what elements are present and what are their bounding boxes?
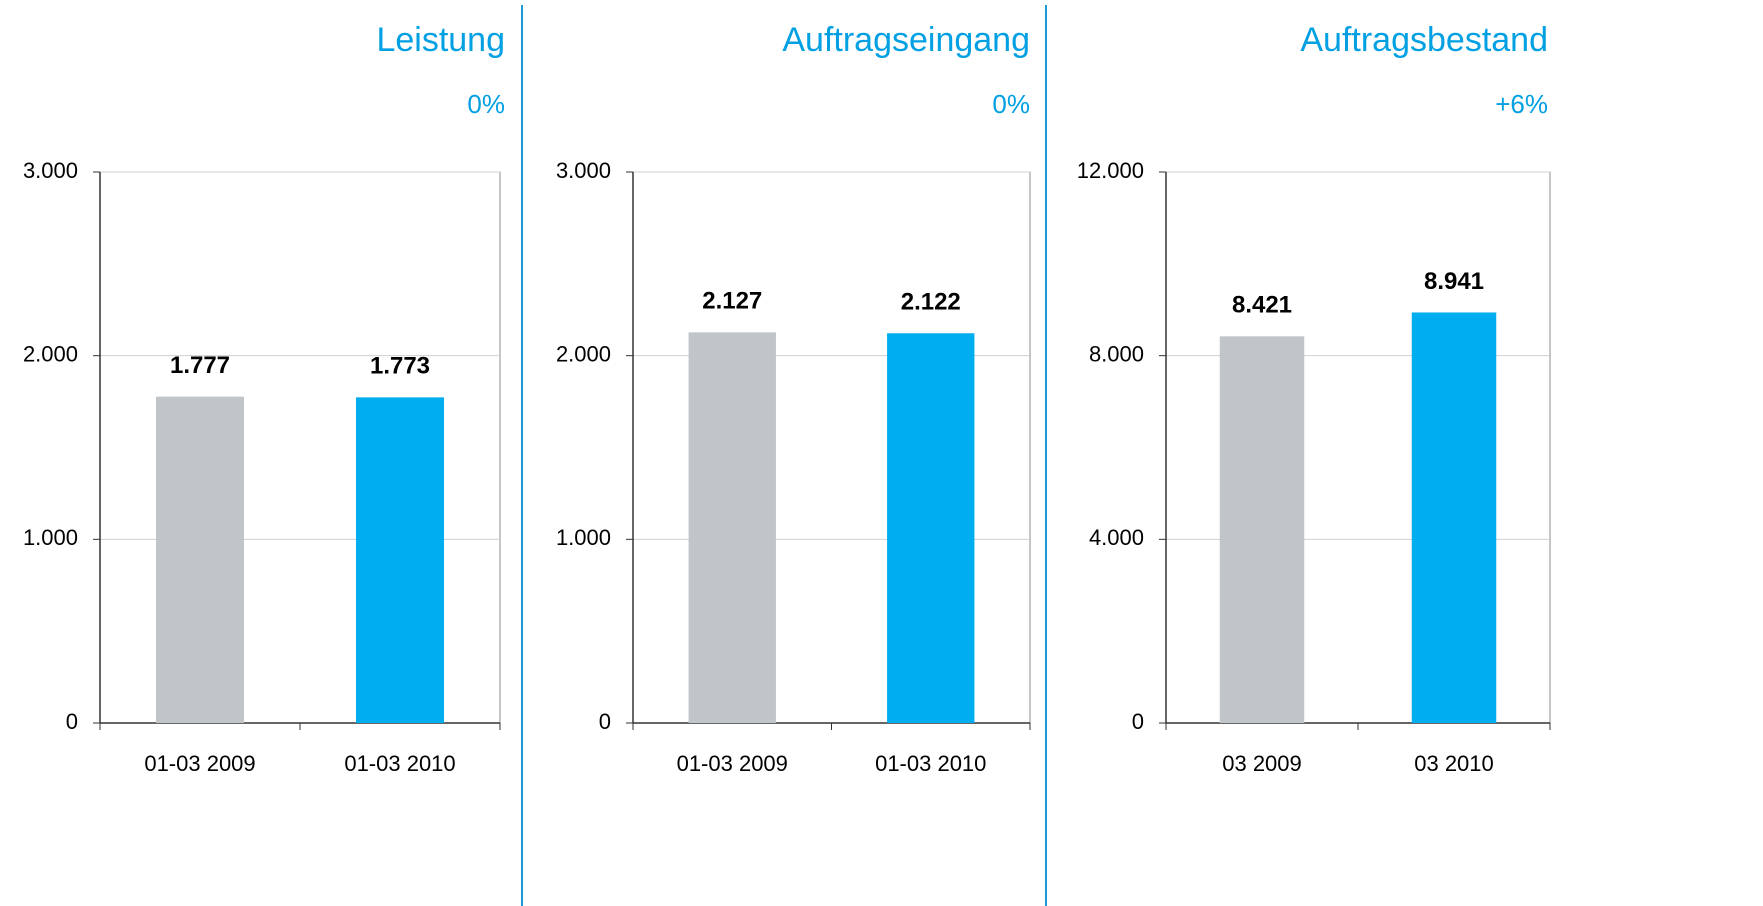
value-label: 2.127 xyxy=(702,288,762,315)
x-tick-label: 01-03 2009 xyxy=(144,751,255,776)
chart-title: Leistung xyxy=(376,21,505,59)
y-tick-label: 2.000 xyxy=(23,341,78,366)
y-tick-label: 1.000 xyxy=(23,525,78,550)
chart-subtitle: 0% xyxy=(467,89,505,119)
bar xyxy=(1411,312,1497,723)
value-label: 8.941 xyxy=(1424,268,1484,295)
bar xyxy=(156,396,244,723)
y-tick-label: 12.000 xyxy=(1077,158,1144,183)
x-tick-label: 01-03 2010 xyxy=(344,751,455,776)
value-label: 1.777 xyxy=(170,352,230,379)
x-tick-label: 03 2009 xyxy=(1222,751,1302,776)
y-tick-label: 0 xyxy=(66,709,78,734)
y-tick-label: 3.000 xyxy=(556,158,611,183)
chart-subtitle: 0% xyxy=(992,89,1030,119)
x-tick-label: 01-03 2010 xyxy=(875,751,986,776)
y-tick-label: 0 xyxy=(599,709,611,734)
value-label: 1.773 xyxy=(370,353,430,380)
y-tick-label: 4.000 xyxy=(1089,525,1144,550)
x-tick-label: 01-03 2009 xyxy=(677,751,788,776)
bar xyxy=(887,333,975,723)
chart-subtitle: +6% xyxy=(1495,89,1548,119)
x-tick-label: 03 2010 xyxy=(1414,751,1494,776)
bar xyxy=(688,332,776,723)
value-label: 8.421 xyxy=(1232,292,1292,319)
chart-title: Auftragsbestand xyxy=(1300,21,1548,59)
y-tick-label: 0 xyxy=(1132,709,1144,734)
chart-title: Auftragseingang xyxy=(782,21,1030,59)
value-label: 2.122 xyxy=(901,289,961,316)
y-tick-label: 1.000 xyxy=(556,525,611,550)
bar xyxy=(1219,336,1305,723)
y-tick-label: 2.000 xyxy=(556,341,611,366)
y-tick-label: 8.000 xyxy=(1089,341,1144,366)
y-tick-label: 3.000 xyxy=(23,158,78,183)
bar xyxy=(356,397,444,723)
